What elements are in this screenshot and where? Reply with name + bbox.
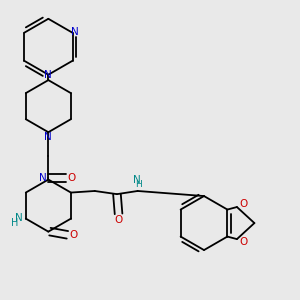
Text: N: N bbox=[39, 173, 46, 183]
Text: N: N bbox=[133, 176, 141, 185]
Text: H: H bbox=[135, 180, 142, 189]
Text: O: O bbox=[68, 173, 76, 183]
Text: N: N bbox=[71, 26, 79, 37]
Text: N: N bbox=[15, 213, 23, 223]
Text: O: O bbox=[69, 230, 77, 240]
Text: O: O bbox=[115, 214, 123, 225]
Text: N: N bbox=[44, 132, 52, 142]
Text: H: H bbox=[11, 218, 19, 228]
Text: O: O bbox=[240, 200, 248, 209]
Text: N: N bbox=[44, 70, 52, 80]
Text: O: O bbox=[240, 237, 248, 247]
